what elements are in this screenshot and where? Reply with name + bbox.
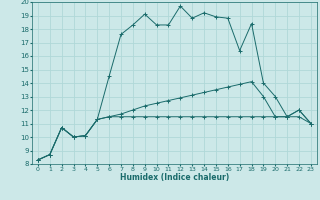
X-axis label: Humidex (Indice chaleur): Humidex (Indice chaleur) (120, 173, 229, 182)
